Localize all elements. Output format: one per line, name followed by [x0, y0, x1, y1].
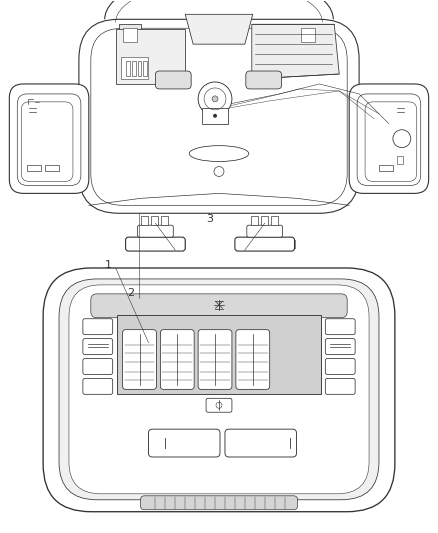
Bar: [251, 216, 258, 225]
Circle shape: [213, 114, 217, 118]
Bar: [120, 57, 148, 79]
Circle shape: [214, 166, 224, 176]
Bar: [285, 240, 294, 248]
Bar: [175, 240, 185, 248]
FancyBboxPatch shape: [83, 319, 113, 335]
Bar: [144, 61, 148, 76]
Bar: [123, 28, 137, 42]
FancyBboxPatch shape: [123, 330, 156, 389]
Ellipse shape: [189, 146, 249, 161]
Polygon shape: [185, 14, 253, 44]
Bar: [152, 216, 159, 225]
Text: 2: 2: [127, 288, 134, 298]
Bar: [202, 108, 228, 124]
FancyBboxPatch shape: [325, 359, 355, 375]
FancyBboxPatch shape: [141, 496, 297, 510]
FancyBboxPatch shape: [83, 338, 113, 354]
Bar: [27, 165, 41, 172]
FancyBboxPatch shape: [198, 330, 232, 389]
Bar: [161, 216, 168, 225]
Bar: [301, 28, 315, 42]
FancyBboxPatch shape: [247, 225, 283, 237]
Bar: [126, 61, 130, 76]
Bar: [126, 240, 135, 248]
FancyBboxPatch shape: [235, 237, 294, 251]
Bar: [138, 61, 141, 76]
Bar: [119, 25, 141, 46]
Bar: [117, 315, 321, 394]
FancyBboxPatch shape: [83, 359, 113, 375]
Polygon shape: [252, 25, 339, 79]
FancyBboxPatch shape: [91, 294, 347, 318]
Bar: [141, 216, 148, 225]
FancyBboxPatch shape: [160, 330, 194, 389]
Bar: [235, 240, 245, 248]
Bar: [397, 156, 403, 164]
FancyBboxPatch shape: [236, 330, 270, 389]
FancyBboxPatch shape: [206, 398, 232, 412]
FancyBboxPatch shape: [325, 338, 355, 354]
Bar: [297, 25, 319, 46]
FancyBboxPatch shape: [148, 429, 220, 457]
Text: 1: 1: [105, 260, 112, 270]
FancyBboxPatch shape: [155, 71, 191, 89]
FancyBboxPatch shape: [246, 71, 282, 89]
FancyBboxPatch shape: [43, 268, 395, 512]
FancyBboxPatch shape: [69, 285, 369, 494]
Text: 3: 3: [207, 214, 214, 224]
FancyBboxPatch shape: [225, 429, 297, 457]
FancyBboxPatch shape: [59, 279, 379, 500]
Circle shape: [212, 96, 218, 102]
Bar: [261, 216, 268, 225]
FancyBboxPatch shape: [325, 378, 355, 394]
FancyBboxPatch shape: [325, 319, 355, 335]
Bar: [116, 29, 185, 84]
FancyBboxPatch shape: [126, 237, 185, 251]
Circle shape: [393, 130, 411, 148]
FancyBboxPatch shape: [138, 225, 173, 237]
FancyBboxPatch shape: [349, 84, 429, 193]
Circle shape: [198, 82, 232, 116]
Bar: [45, 165, 59, 172]
FancyBboxPatch shape: [83, 378, 113, 394]
Bar: [131, 61, 135, 76]
Bar: [271, 216, 278, 225]
FancyBboxPatch shape: [79, 19, 359, 213]
FancyBboxPatch shape: [9, 84, 89, 193]
Bar: [379, 165, 393, 172]
